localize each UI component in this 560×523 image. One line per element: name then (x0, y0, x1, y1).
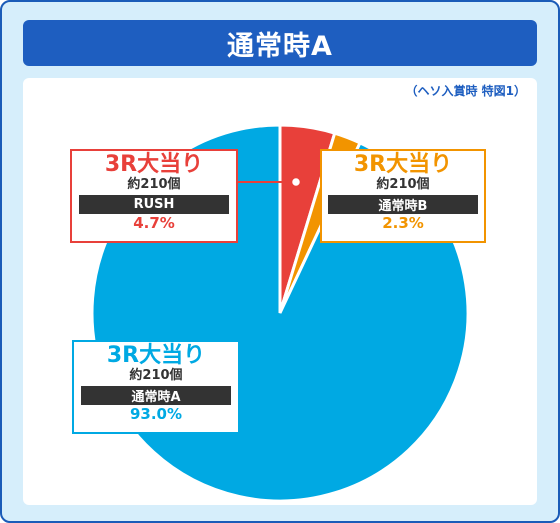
slice-detail: 約210個 (127, 177, 181, 192)
chart-note: （ヘソ入賞時 特図1） (405, 84, 526, 98)
slice-name: 3R大当り (104, 152, 204, 177)
slice-percent: 2.3% (382, 214, 424, 232)
slice-label-rush: 3R大当り 約210個 RUSH 4.7% (70, 149, 238, 243)
slice-detail: 約210個 (129, 368, 183, 383)
chart-title: 通常時A (23, 20, 537, 66)
slice-name: 3R大当り (353, 152, 453, 177)
slice-label-normal-b: 3R大当り 約210個 通常時B 2.3% (320, 149, 486, 243)
slice-detail: 約210個 (376, 177, 430, 192)
slice-percent: 93.0% (129, 405, 183, 423)
slice-category: 通常時A (81, 386, 231, 405)
slice-category: RUSH (79, 195, 229, 214)
rush-leader-dot (290, 176, 302, 188)
slice-name: 3R大当り (106, 343, 206, 368)
slice-category: 通常時B (328, 195, 478, 214)
slice-percent: 4.7% (133, 214, 175, 232)
slice-label-normal-a: 3R大当り 約210個 通常時A 93.0% (72, 340, 240, 434)
